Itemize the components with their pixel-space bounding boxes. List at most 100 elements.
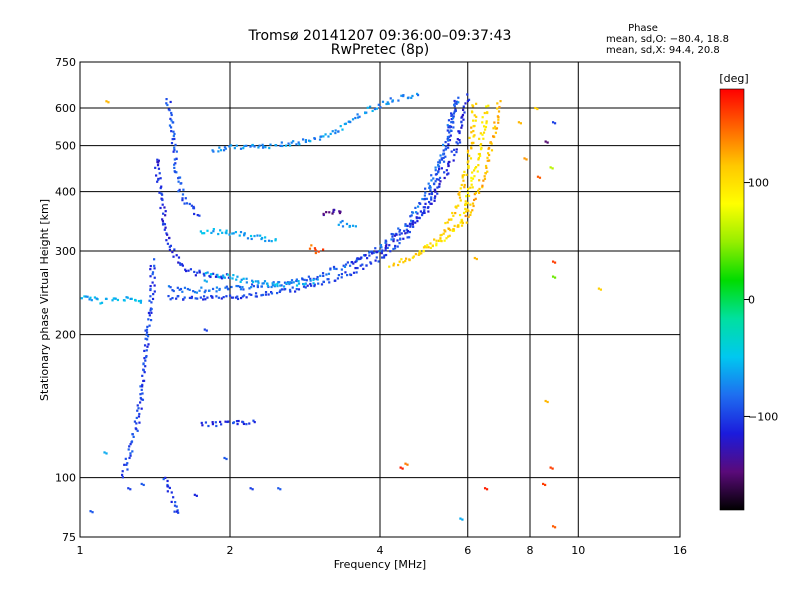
- echo-point: [156, 180, 159, 183]
- echo-point: [253, 145, 256, 148]
- echo-point: [473, 193, 476, 196]
- echo-point: [309, 279, 312, 282]
- echo-point: [202, 298, 205, 301]
- echo-point: [90, 299, 93, 302]
- echo-point: [437, 161, 440, 164]
- echo-point: [450, 121, 453, 124]
- echo-point: [273, 285, 276, 288]
- echo-point: [452, 229, 456, 232]
- echo-point: [274, 144, 277, 147]
- echo-point: [169, 286, 172, 289]
- echo-point: [139, 393, 142, 396]
- echo-point: [141, 398, 145, 401]
- echo-point: [165, 98, 168, 101]
- echo-point: [478, 179, 481, 182]
- echo-point: [365, 111, 368, 114]
- echo-point: [450, 150, 453, 153]
- echo-point: [488, 153, 491, 157]
- echo-point: [260, 237, 263, 241]
- echo-point: [453, 224, 456, 228]
- echo-point: [470, 183, 473, 186]
- echo-point: [254, 292, 258, 295]
- echo-point: [355, 259, 358, 262]
- echo-point: [149, 295, 152, 298]
- echo-point: [202, 272, 205, 275]
- echo-point: [153, 267, 156, 270]
- echo-point: [523, 157, 526, 160]
- echo-point: [385, 253, 388, 257]
- echo-point: [386, 246, 389, 249]
- echo-point: [153, 264, 156, 267]
- echo-point: [434, 180, 437, 183]
- echo-point: [468, 136, 471, 139]
- echo-point: [432, 182, 436, 185]
- echo-point: [228, 294, 232, 297]
- echo-point: [282, 285, 286, 288]
- echo-point: [461, 221, 465, 225]
- echo-point: [325, 211, 328, 214]
- echo-point: [391, 99, 395, 102]
- echo-point: [146, 335, 150, 338]
- echo-point: [212, 272, 215, 275]
- echo-point: [194, 274, 197, 277]
- echo-point: [181, 199, 184, 202]
- echo-point: [158, 191, 161, 194]
- echo-point: [447, 172, 450, 175]
- echo-point: [278, 290, 281, 293]
- echo-point: [137, 299, 140, 303]
- echo-point: [442, 149, 445, 152]
- echo-point: [450, 114, 453, 117]
- echo-point: [314, 248, 317, 252]
- echo-point: [280, 284, 283, 287]
- echo-point: [477, 156, 480, 160]
- echo-point: [222, 149, 226, 152]
- echo-point: [473, 198, 476, 202]
- echo-point: [250, 237, 253, 241]
- echo-point: [332, 265, 336, 269]
- echo-point: [334, 131, 337, 135]
- echo-point: [477, 158, 480, 161]
- echo-point: [177, 190, 180, 193]
- echo-point: [236, 422, 239, 426]
- echo-point: [225, 232, 228, 235]
- echo-point: [278, 281, 281, 284]
- echo-point: [206, 271, 209, 274]
- y-tick-label: 600: [55, 102, 76, 115]
- echo-point: [231, 232, 234, 235]
- echo-point: [175, 505, 178, 508]
- echo-point: [143, 344, 147, 347]
- colorbar-tick-label: 100: [748, 177, 769, 190]
- echo-point: [473, 175, 476, 178]
- x-tick-label: 10: [571, 544, 585, 557]
- echo-point: [316, 278, 319, 281]
- echo-point: [217, 150, 220, 153]
- echo-point: [429, 189, 432, 192]
- echo-point: [302, 282, 305, 286]
- echo-point: [251, 143, 254, 147]
- echo-point: [414, 221, 417, 224]
- echo-point: [421, 197, 424, 201]
- echo-point: [146, 338, 149, 341]
- echo-point: [461, 174, 464, 177]
- echo-point: [264, 146, 267, 149]
- echo-point: [177, 261, 180, 264]
- echo-point: [428, 185, 432, 188]
- echo-point: [406, 229, 410, 233]
- x-axis-label: Frequency [MHz]: [334, 558, 426, 571]
- echo-point: [434, 166, 437, 169]
- echo-point: [494, 127, 497, 130]
- echo-point: [295, 278, 298, 281]
- echo-point: [479, 148, 483, 151]
- echo-point: [281, 144, 284, 148]
- echo-point: [449, 134, 452, 137]
- echo-point: [403, 229, 406, 233]
- echo-point: [298, 143, 301, 146]
- echo-point: [438, 185, 441, 188]
- echo-point: [147, 311, 151, 315]
- echo-point: [412, 225, 415, 228]
- echo-point: [361, 263, 364, 266]
- echo-point: [249, 487, 252, 490]
- echo-point: [456, 224, 460, 227]
- echo-point: [174, 143, 177, 147]
- echo-point: [418, 216, 421, 219]
